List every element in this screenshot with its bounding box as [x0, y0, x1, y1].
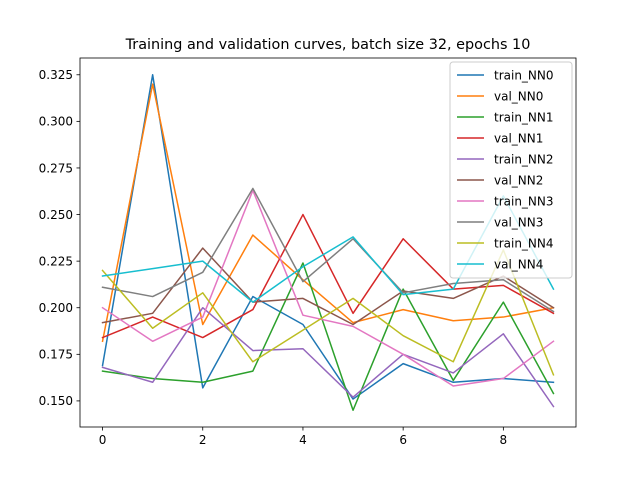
- series-line-train_NN2: [101, 306, 555, 408]
- legend-label-train_NN3: train_NN3: [494, 194, 554, 208]
- series-line-train_NN3: [101, 189, 555, 387]
- series-line-train_NN4: [101, 249, 555, 376]
- chart-title: Training and validation curves, batch si…: [125, 37, 531, 53]
- legend-label-train_NN0: train_NN0: [494, 68, 554, 82]
- x-axis: 0 2 4 6 8: [99, 427, 507, 447]
- y-tick-label: 0.175: [39, 348, 73, 362]
- legend-label-val_NN2: val_NN2: [494, 173, 543, 187]
- y-tick-label: 0.250: [39, 208, 73, 222]
- legend-box: [449, 61, 573, 279]
- y-tick-label: 0.225: [39, 254, 73, 268]
- plot-frame: [79, 57, 577, 428]
- x-tick-label: 4: [299, 433, 307, 447]
- y-tick-label: 0.300: [39, 115, 73, 129]
- series-line-train_NN0: [101, 74, 555, 400]
- y-tick-label: 0.325: [39, 68, 73, 82]
- series-line-train_NN1: [101, 262, 555, 411]
- y-tick-label: 0.200: [39, 301, 73, 315]
- legend-label-train_NN1: train_NN1: [494, 110, 554, 124]
- y-tick-label: 0.275: [39, 161, 73, 175]
- legend-label-val_NN4: val_NN4: [494, 257, 543, 271]
- legend-label-val_NN0: val_NN0: [494, 89, 543, 103]
- legend: train_NN0 val_NN0 train_NN1 val_NN1 train_NN…: [449, 61, 573, 279]
- x-tick-label: 2: [199, 433, 207, 447]
- series-line-val_NN0: [101, 83, 555, 343]
- x-tick-label: 0: [99, 433, 107, 447]
- legend-label-train_NN2: train_NN2: [494, 152, 554, 166]
- y-tick-label: 0.150: [39, 394, 73, 408]
- series-line-val_NN2: [101, 247, 555, 326]
- legend-label-val_NN1: val_NN1: [494, 131, 543, 145]
- x-tick-label: 6: [399, 433, 407, 447]
- series-line-val_NN3: [101, 187, 555, 313]
- legend-label-train_NN4: train_NN4: [494, 236, 554, 250]
- y-axis: 0.150 0.175 0.200 0.225 0.250 0.275 0.300 0.325: [39, 68, 80, 408]
- legend-label-val_NN3: val_NN3: [494, 215, 543, 229]
- x-tick-label: 8: [500, 433, 508, 447]
